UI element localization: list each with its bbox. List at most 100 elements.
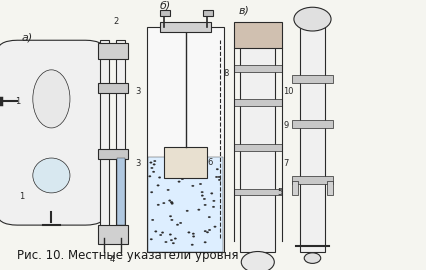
Circle shape	[167, 189, 170, 191]
Circle shape	[175, 163, 178, 165]
Circle shape	[150, 191, 153, 193]
Circle shape	[186, 210, 188, 212]
Circle shape	[165, 241, 167, 243]
Circle shape	[150, 162, 152, 163]
Circle shape	[154, 160, 156, 162]
Bar	[292, 181, 298, 195]
Circle shape	[294, 7, 331, 31]
Bar	[300, 27, 325, 252]
Text: 7: 7	[284, 159, 289, 168]
Circle shape	[6, 99, 12, 103]
Circle shape	[203, 198, 206, 200]
Circle shape	[208, 216, 210, 218]
Bar	[98, 148, 127, 159]
Text: 2: 2	[113, 17, 118, 26]
Circle shape	[151, 167, 153, 169]
Text: 1: 1	[15, 97, 20, 106]
Circle shape	[204, 241, 206, 243]
Circle shape	[208, 229, 211, 231]
Circle shape	[192, 233, 195, 234]
Bar	[234, 22, 282, 48]
Circle shape	[210, 193, 213, 194]
Text: Рис. 10. Местные указатели уровня: Рис. 10. Местные указатели уровня	[17, 249, 239, 262]
Circle shape	[6, 106, 12, 110]
Ellipse shape	[33, 158, 70, 193]
Circle shape	[163, 202, 165, 204]
Bar	[240, 27, 275, 252]
Bar	[160, 22, 211, 32]
Bar	[117, 158, 125, 225]
Circle shape	[155, 231, 157, 232]
Circle shape	[170, 239, 173, 241]
Circle shape	[204, 230, 207, 232]
Circle shape	[216, 176, 218, 178]
Ellipse shape	[33, 70, 70, 128]
Circle shape	[149, 176, 151, 177]
Circle shape	[171, 219, 173, 221]
Bar	[327, 181, 333, 195]
Circle shape	[159, 234, 162, 236]
FancyBboxPatch shape	[0, 40, 106, 225]
Circle shape	[199, 183, 202, 185]
Circle shape	[241, 252, 274, 270]
Bar	[100, 40, 109, 238]
Circle shape	[161, 232, 164, 233]
Circle shape	[171, 203, 173, 204]
Circle shape	[216, 168, 219, 170]
Circle shape	[171, 202, 173, 203]
Circle shape	[158, 177, 161, 178]
Circle shape	[153, 171, 155, 173]
Circle shape	[218, 176, 220, 178]
Bar	[292, 75, 333, 83]
Bar	[292, 120, 333, 128]
Circle shape	[6, 92, 12, 96]
Circle shape	[157, 204, 159, 205]
Bar	[203, 10, 213, 16]
Circle shape	[193, 236, 195, 237]
Circle shape	[188, 232, 190, 233]
Text: 10: 10	[284, 87, 294, 96]
Circle shape	[191, 244, 193, 245]
Bar	[160, 10, 170, 16]
Bar	[234, 189, 282, 195]
Bar	[292, 176, 333, 184]
Circle shape	[179, 222, 182, 224]
Circle shape	[172, 242, 175, 244]
Text: 8: 8	[224, 69, 229, 78]
Circle shape	[169, 215, 172, 217]
Circle shape	[198, 209, 200, 211]
Circle shape	[169, 200, 171, 201]
Circle shape	[218, 179, 221, 181]
Circle shape	[194, 171, 196, 172]
Text: 4: 4	[109, 255, 115, 264]
Circle shape	[204, 204, 206, 206]
Circle shape	[201, 195, 204, 196]
Circle shape	[178, 181, 180, 183]
Bar	[234, 65, 282, 72]
Circle shape	[304, 253, 321, 264]
Bar	[234, 99, 282, 106]
Text: 3: 3	[135, 159, 140, 168]
Circle shape	[150, 238, 153, 240]
Circle shape	[192, 185, 194, 187]
Bar	[98, 43, 127, 59]
Circle shape	[206, 231, 209, 233]
Text: б): б)	[160, 1, 171, 11]
Circle shape	[214, 226, 216, 228]
Circle shape	[152, 219, 154, 221]
Circle shape	[176, 224, 179, 225]
Bar	[148, 157, 223, 252]
Bar	[116, 40, 126, 238]
Circle shape	[170, 201, 173, 203]
Text: 5: 5	[164, 158, 169, 167]
Text: а): а)	[21, 32, 33, 42]
Circle shape	[181, 178, 184, 180]
Circle shape	[169, 234, 172, 235]
Bar	[234, 144, 282, 150]
Text: 9: 9	[284, 121, 289, 130]
Circle shape	[174, 238, 176, 239]
Text: 5: 5	[277, 188, 282, 197]
Circle shape	[212, 206, 215, 208]
Text: 1: 1	[20, 192, 25, 201]
Circle shape	[153, 164, 155, 165]
